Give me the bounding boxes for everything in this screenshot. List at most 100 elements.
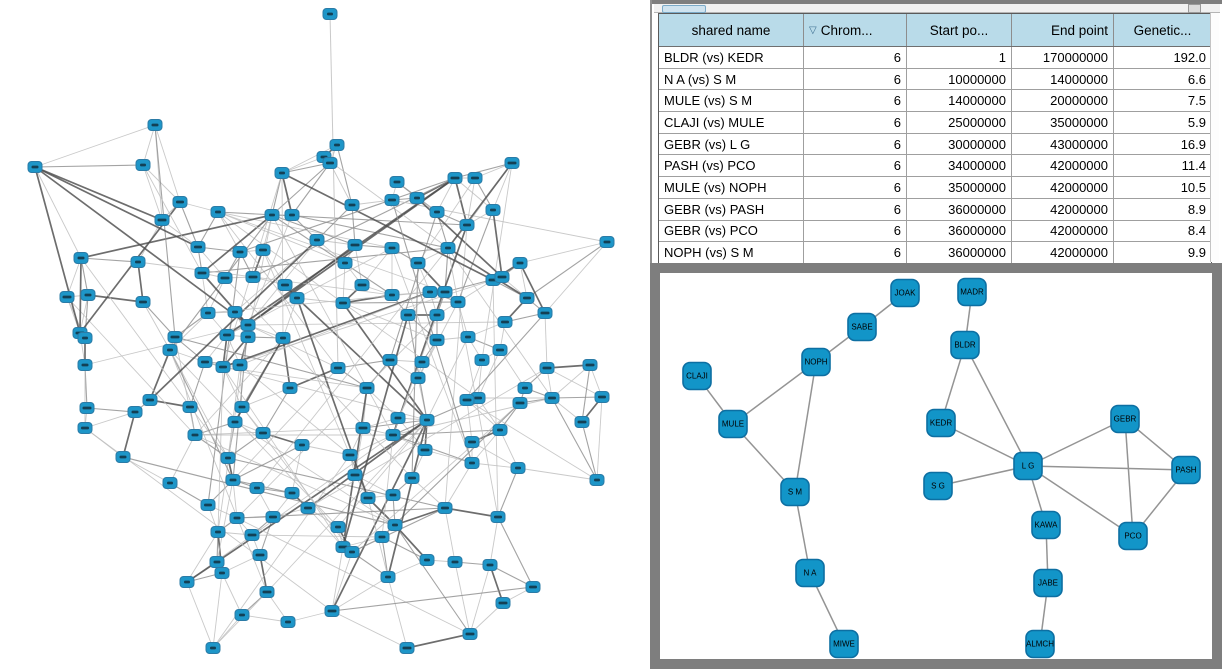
table-row[interactable]: MULE (vs) S M 6 14000000 20000000 7.5 (659, 90, 1211, 113)
table-cell[interactable]: 192.0 (1173, 49, 1206, 65)
network-node[interactable] (130, 256, 146, 268)
network-node[interactable] (384, 242, 400, 254)
table-cell[interactable]: 9.9 (1187, 245, 1206, 261)
subnetwork-node-joak[interactable]: JOAK (890, 278, 920, 308)
network-node[interactable] (282, 382, 298, 394)
network-node[interactable] (385, 429, 401, 441)
table-row[interactable]: GEBR (vs) PASH 6 36000000 42000000 8.9 (659, 198, 1211, 221)
network-node[interactable] (200, 499, 216, 511)
network-node[interactable] (419, 414, 435, 426)
subnetwork-node-sabe[interactable]: SABE (847, 312, 877, 342)
network-node[interactable] (300, 502, 316, 514)
network-node[interactable] (205, 642, 221, 654)
table-cell[interactable]: 42000000 (1012, 242, 1114, 263)
network-node[interactable] (147, 119, 163, 131)
network-node[interactable] (414, 356, 430, 368)
table-cell[interactable]: 170000000 (1012, 47, 1114, 68)
network-node[interactable] (210, 526, 226, 538)
overview-network-canvas[interactable] (0, 0, 650, 669)
network-node[interactable] (309, 234, 325, 246)
table-cell[interactable]: NOPH (vs) S M (659, 242, 804, 263)
network-node[interactable] (280, 616, 296, 628)
table-cell[interactable]: 42000000 (1012, 155, 1114, 177)
subnetwork-node-almch[interactable]: ALMCH (1025, 629, 1055, 659)
network-node[interactable] (162, 344, 178, 356)
network-node[interactable] (525, 581, 541, 593)
table-cell[interactable]: 8.9 (1187, 201, 1206, 217)
h-scrollbar-thumb[interactable] (662, 5, 706, 13)
table-cell[interactable]: 6 (804, 68, 907, 90)
network-node[interactable] (360, 492, 376, 504)
table-cell[interactable]: 36000000 (907, 198, 1012, 220)
network-node[interactable] (214, 567, 230, 579)
network-node[interactable] (27, 161, 43, 173)
network-node[interactable] (409, 192, 425, 204)
table-cell[interactable]: 10000000 (907, 68, 1012, 90)
table-cell[interactable]: 34000000 (907, 155, 1012, 177)
network-node[interactable] (384, 194, 400, 206)
network-node[interactable] (422, 286, 438, 298)
subnetwork-node-jabe[interactable]: JABE (1033, 568, 1063, 598)
network-node[interactable] (77, 422, 93, 434)
network-node[interactable] (382, 354, 398, 366)
network-node[interactable] (429, 334, 445, 346)
network-node[interactable] (142, 394, 158, 406)
network-node[interactable] (294, 439, 310, 451)
network-node[interactable] (162, 477, 178, 489)
network-node[interactable] (232, 359, 248, 371)
network-node[interactable] (544, 392, 560, 404)
network-node[interactable] (172, 196, 188, 208)
filter-icon[interactable]: ▽ (809, 24, 817, 36)
network-node[interactable] (79, 402, 95, 414)
network-node[interactable] (284, 487, 300, 499)
network-node[interactable] (240, 319, 256, 331)
network-node[interactable] (330, 521, 346, 533)
subnetwork-node-noph[interactable]: NOPH (801, 347, 831, 377)
network-node[interactable] (355, 422, 371, 434)
network-node[interactable] (574, 416, 590, 428)
table-cell[interactable]: 14000000 (1012, 68, 1114, 90)
network-node[interactable] (245, 271, 261, 283)
table-cell[interactable]: MULE (vs) S M (659, 90, 804, 112)
network-node[interactable] (385, 489, 401, 501)
subnetwork-node-madr[interactable]: MADR (957, 277, 987, 307)
table-cell[interactable]: 14000000 (907, 90, 1012, 112)
column-header-chrom[interactable]: ▽ Chrom... (804, 14, 907, 46)
table-cell[interactable]: 6 (804, 112, 907, 133)
network-node[interactable] (337, 257, 353, 269)
table-cell[interactable]: 42000000 (1012, 177, 1114, 198)
table-cell[interactable]: 6 (804, 133, 907, 155)
network-node[interactable] (232, 246, 248, 258)
network-node[interactable] (437, 286, 453, 298)
network-node[interactable] (179, 576, 195, 588)
network-node[interactable] (440, 242, 456, 254)
network-node[interactable] (344, 199, 360, 211)
subnetwork-node-s-m[interactable]: S M (780, 477, 810, 507)
network-node[interactable] (490, 511, 506, 523)
network-node[interactable] (154, 214, 170, 226)
table-cell[interactable]: 6 (804, 242, 907, 263)
subnetwork-node-claji[interactable]: CLAJI (682, 361, 712, 391)
table-row[interactable]: GEBR (vs) L G 6 30000000 43000000 16.9 (659, 133, 1211, 156)
network-node[interactable] (482, 559, 498, 571)
table-cell[interactable]: GEBR (vs) L G (659, 133, 804, 155)
network-node[interactable] (495, 597, 511, 609)
table-row[interactable]: NOPH (vs) S M 6 36000000 42000000 9.9 (659, 242, 1211, 264)
table-cell[interactable]: CLAJI (vs) MULE (659, 112, 804, 133)
network-node[interactable] (589, 474, 605, 486)
network-node[interactable] (197, 356, 213, 368)
network-node[interactable] (429, 309, 445, 321)
network-node[interactable] (244, 529, 260, 541)
table-cell[interactable]: 7.5 (1187, 93, 1206, 109)
network-node[interactable] (335, 297, 351, 309)
table-cell[interactable]: 6 (804, 198, 907, 220)
table-cell[interactable]: 35000000 (907, 177, 1012, 198)
network-node[interactable] (389, 176, 405, 188)
network-node[interactable] (517, 382, 533, 394)
network-node[interactable] (460, 331, 476, 343)
network-node[interactable] (347, 469, 363, 481)
subnetwork-canvas[interactable]: JOAK MADR SABE BLDR NOPH CLAJI MULE KEDR GEBR L G… (660, 273, 1212, 659)
table-cell[interactable]: 11.4 (1181, 158, 1206, 174)
subnetwork-node-kawa[interactable]: KAWA (1031, 510, 1061, 540)
table-cell[interactable]: 6 (804, 220, 907, 242)
